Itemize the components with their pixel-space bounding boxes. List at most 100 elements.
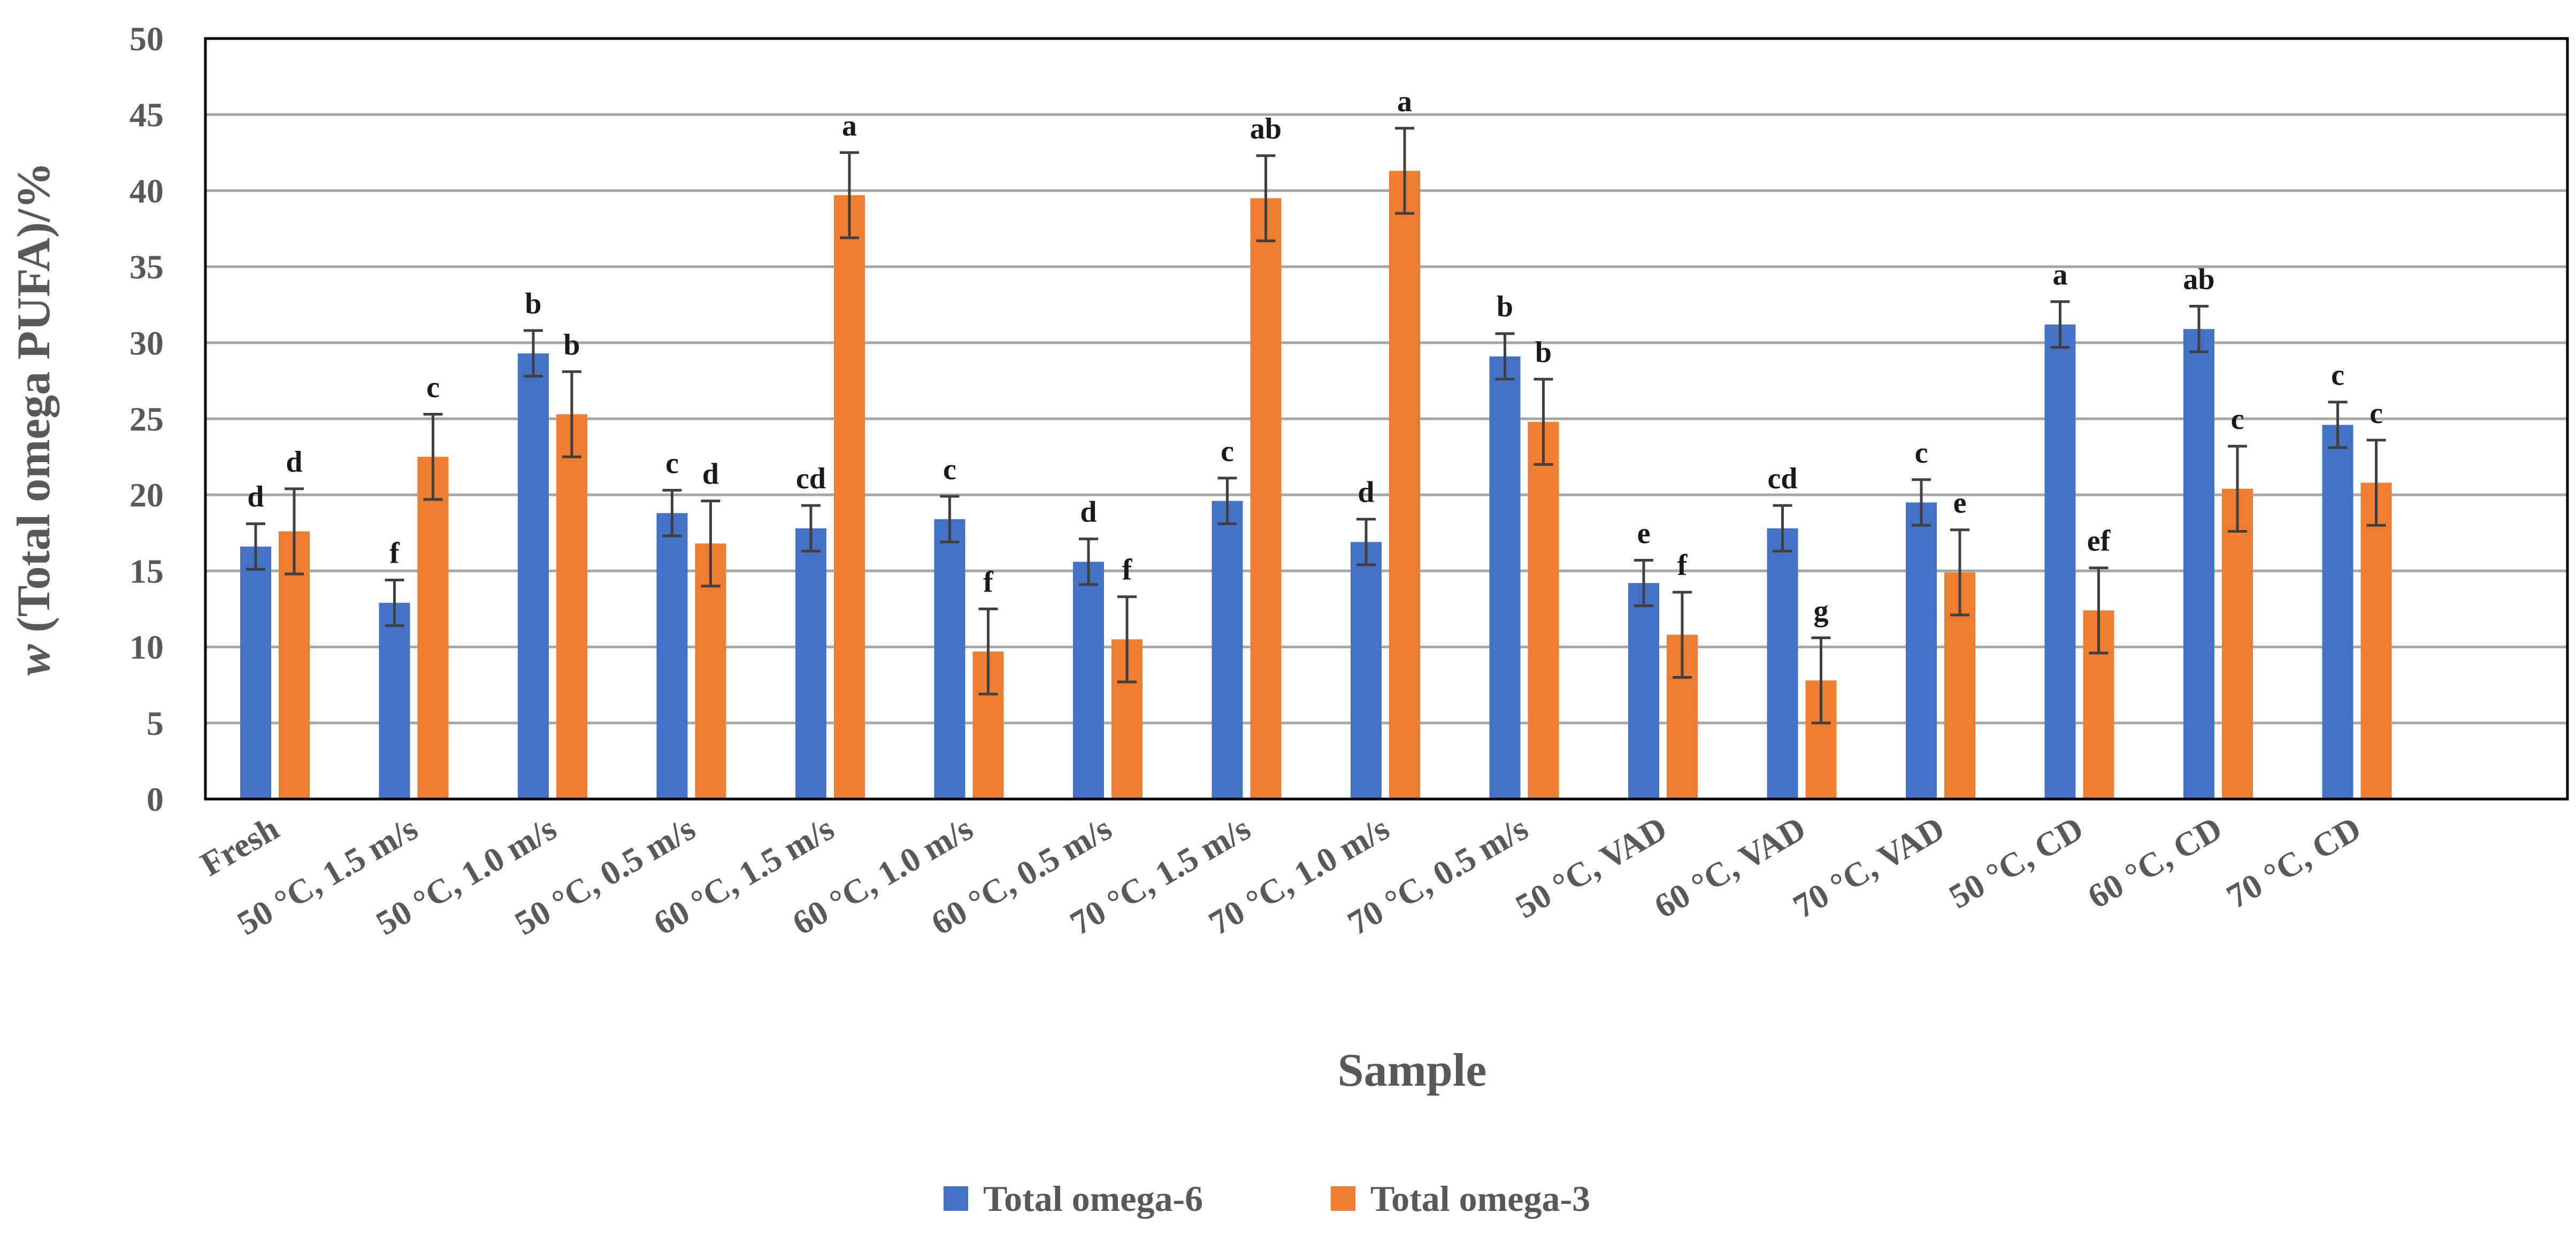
legend-label-omega-6: Total omega-6 [983,1178,1203,1219]
significance-letter: f [1677,549,1688,582]
bar-omega-6 [934,519,965,799]
error-bar [246,522,265,571]
bar-omega-3 [834,195,865,799]
significance-letter: ef [2087,525,2111,558]
bar-omega-6 [1212,501,1243,799]
y-tick-label: 0 [147,780,164,818]
bar-omega-6 [240,546,271,799]
bar-omega-3 [556,414,587,799]
error-bar [662,489,682,538]
error-bar [1634,558,1653,608]
significance-letter: f [983,566,994,599]
error-bar [1356,518,1376,566]
error-bar [940,495,960,543]
significance-letter: c [426,371,440,404]
significance-letter: c [1221,435,1234,468]
bar-omega-3 [2222,488,2253,799]
significance-letter: cd [1768,462,1798,495]
error-bar [1495,332,1515,381]
error-bar [1534,378,1553,466]
error-bar [2050,300,2070,349]
error-bar [2328,401,2348,449]
significance-letter: f [389,536,400,570]
error-bars-layer [246,127,2386,725]
error-bar [1117,595,1137,684]
bar-omega-3 [279,531,310,799]
x-tick-label: 50 °C, VAD [1509,809,1673,926]
y-tick-label: 50 [129,20,164,58]
significance-letter: d [1080,496,1097,529]
error-bar [801,504,821,552]
x-tick-label: 70 °C, VAD [1787,809,1951,926]
y-tick-label: 25 [129,400,164,438]
significance-letter: b [563,328,580,362]
significance-letter: c [2331,359,2344,392]
y-tick-label: 15 [129,552,164,590]
significance-letter: d [247,480,264,513]
legend-swatch-omega-3 [1331,1186,1355,1211]
significance-letter: c [665,447,679,480]
x-tick-label: 60 °C, VAD [1648,809,1812,926]
x-tick-label: 70 °C, CD [2220,809,2367,916]
bar-omega-6 [656,513,688,799]
bar-omega-6 [379,603,410,799]
bars-layer [240,171,2392,800]
x-tick-label: Fresh [194,809,285,884]
bar-omega-6 [1906,502,1937,799]
y-tick-label: 40 [129,172,164,210]
significance-letter: b [1535,336,1552,369]
error-bar [2228,444,2247,533]
error-bar [385,578,404,627]
error-bar [2366,439,2386,527]
significance-letter: e [1953,487,1967,520]
error-bar [524,329,543,378]
bar-omega-3 [2360,482,2392,799]
error-bar [1773,504,1792,552]
bar-omega-6 [1351,542,1382,799]
y-axis-title-text: (Total omega PUFA)/% [8,162,60,644]
error-bar [1256,154,1276,242]
y-axis-title: w (Total omega PUFA)/% [8,162,60,676]
bar-omega-6 [1073,562,1104,799]
error-bar [701,500,720,588]
error-bar [978,608,998,696]
error-bar [285,487,304,575]
significance-letter: g [1814,595,1829,628]
y-axis-title-symbol: w [8,644,60,675]
error-bar [1079,538,1098,586]
significance-letter: b [1497,290,1513,324]
error-bar [562,370,581,458]
significance-letter: ab [2183,263,2214,296]
error-bar [1950,528,1969,617]
bar-omega-6 [1628,583,1659,799]
y-tick-label: 35 [129,248,164,286]
error-bar [1395,127,1414,215]
significance-letter: a [842,109,857,142]
x-tick-label: 50 °C, CD [1943,809,2090,916]
error-bar [1217,477,1237,525]
significance-letter: a [2053,258,2068,291]
y-tick-label: 20 [129,476,164,514]
y-axis-ticks: 0 5 10 15 20 25 30 35 40 45 50 [129,20,164,818]
significance-letter: ab [1250,112,1282,145]
bar-omega-6 [795,528,826,799]
gridlines [205,113,2567,725]
significance-letter: c [2370,397,2383,430]
bar-omega-3 [417,457,449,799]
legend-swatch-omega-6 [944,1186,968,1211]
error-bar [1811,636,1831,725]
significance-letter: a [1397,85,1412,118]
error-bar [2189,305,2209,354]
y-tick-label: 45 [129,96,164,134]
plot-area-border [204,37,2569,801]
legend: Total omega-6 Total omega-3 [944,1178,1590,1219]
significance-letter: c [1915,436,1928,470]
error-bar [423,412,443,501]
y-tick-label: 30 [129,324,164,362]
x-tick-label: 60 °C, CD [2081,809,2228,916]
bar-omega-3 [1389,171,1420,800]
bar-omega-6 [2322,425,2353,799]
significance-letter: e [1637,517,1651,550]
